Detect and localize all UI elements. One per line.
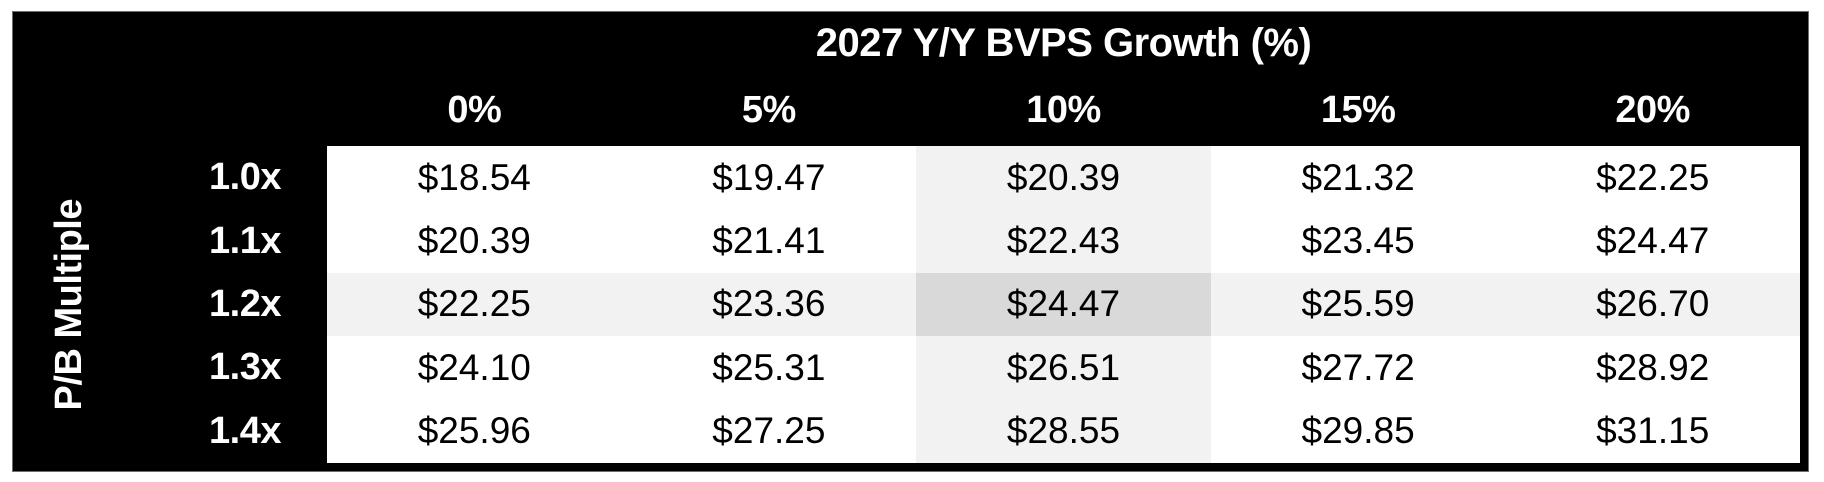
- data-grid: $18.54 $19.47 $20.39 $21.32 $22.25 $20.39 $21.…: [327, 146, 1800, 463]
- column-header: 10%: [1026, 88, 1101, 131]
- table-cell: $27.25: [621, 399, 917, 463]
- sensitivity-table: 2027 Y/Y BVPS Growth (%) 0% 5% 10% 15% 20% P…: [12, 11, 1809, 472]
- table-cell: $23.36: [621, 272, 917, 337]
- row-axis-zone: P/B Multiple: [13, 146, 125, 463]
- column-header: 15%: [1320, 88, 1396, 131]
- table-cell: $23.45: [1210, 209, 1506, 273]
- row-header: 1.2x: [209, 282, 281, 325]
- column-header: 20%: [1615, 88, 1690, 131]
- table-title-bar: 2027 Y/Y BVPS Growth (%): [327, 12, 1800, 74]
- table-cell: $27.72: [1210, 336, 1506, 400]
- table-cell: $28.55: [916, 399, 1211, 463]
- table-cell: $26.51: [916, 336, 1211, 400]
- table-cell: $31.15: [1505, 399, 1800, 463]
- row-axis-label: P/B Multiple: [47, 198, 90, 411]
- table-cell: $19.47: [621, 146, 917, 210]
- table-cell: $20.39: [916, 146, 1211, 210]
- table-cell: $26.70: [1505, 272, 1800, 337]
- table-cell: $18.54: [327, 146, 622, 210]
- row-header: 1.1x: [209, 219, 281, 262]
- table-cell: $24.47: [916, 272, 1211, 337]
- table-cell: $22.43: [916, 209, 1211, 273]
- table-cell: $20.39: [327, 209, 622, 273]
- table-cell: $24.47: [1505, 209, 1800, 273]
- table-cell: $24.10: [327, 336, 622, 400]
- table-cell: $28.92: [1505, 336, 1800, 400]
- table-cell: $21.32: [1210, 146, 1506, 210]
- column-headers: 0% 5% 10% 15% 20%: [327, 74, 1800, 146]
- table-title: 2027 Y/Y BVPS Growth (%): [815, 20, 1312, 65]
- table-cell: $25.31: [621, 336, 917, 400]
- table-cell: $25.59: [1210, 272, 1506, 337]
- table-cell: $21.41: [621, 209, 917, 273]
- row-header: 1.3x: [209, 346, 281, 389]
- row-headers: 1.0x 1.1x 1.2x 1.3x 1.4x: [125, 146, 327, 463]
- table-cell: $25.96: [327, 399, 622, 463]
- row-header: 1.0x: [209, 156, 281, 199]
- table-cell: $29.85: [1210, 399, 1506, 463]
- column-header: 5%: [741, 88, 796, 131]
- column-header: 0%: [447, 88, 502, 131]
- table-cell: $22.25: [327, 272, 622, 337]
- table-cell: $22.25: [1505, 146, 1800, 210]
- row-header: 1.4x: [209, 409, 281, 452]
